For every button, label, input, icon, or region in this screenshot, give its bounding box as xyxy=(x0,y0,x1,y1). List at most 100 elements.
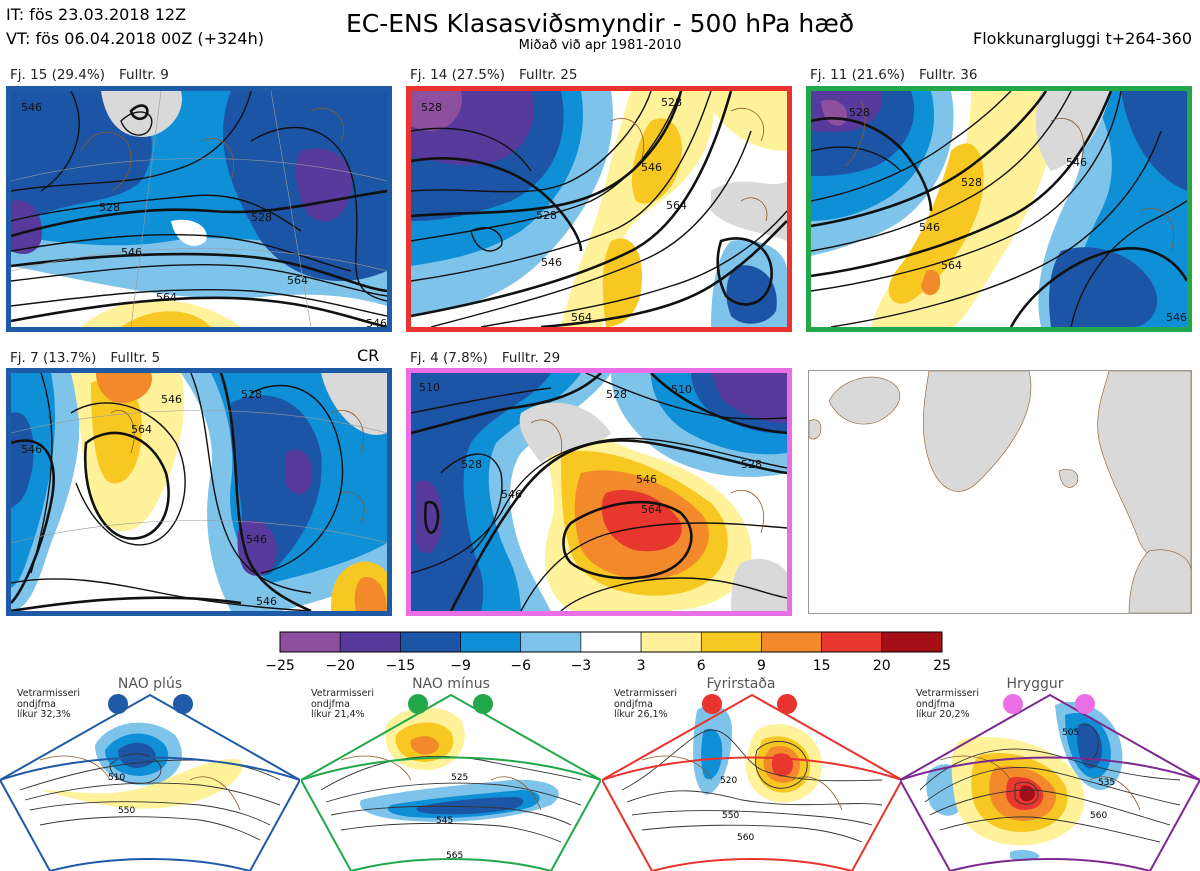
colorbar-tick: 6 xyxy=(697,658,706,674)
colorbar-bin xyxy=(821,631,883,653)
regime-title: Hryggur xyxy=(1006,676,1064,692)
regime-ridge: 505 535 560 xyxy=(900,693,1200,871)
contour-label: 546 xyxy=(246,533,267,546)
regime-note: Vetrarmisseri ondjfma líkur 20,2% xyxy=(916,688,979,720)
panel-label-3: Fj. 11 (21.6%) Fulltr. 36 xyxy=(810,67,978,83)
chart-subtitle: Miðað við apr 1981-2010 xyxy=(518,38,682,53)
contour-label: 546 xyxy=(636,473,657,486)
contour-label: 510 xyxy=(671,383,692,396)
panel-label-4: Fj. 7 (13.7%) Fulltr. 5 xyxy=(10,350,161,366)
contour-label: 528 xyxy=(241,388,262,401)
regime-nao-plus: 510 550 xyxy=(0,693,300,871)
colorbar-bin xyxy=(580,631,642,653)
regime-marker xyxy=(408,694,428,714)
contour-label: 546 xyxy=(366,317,387,327)
contour-label: 546 xyxy=(121,246,142,259)
colorbar-tick: 3 xyxy=(637,658,646,674)
classification-window: Flokkunargluggi t+264-360 xyxy=(973,29,1192,48)
regime-contour: 535 xyxy=(1098,778,1115,788)
contour-label: 528 xyxy=(606,388,627,401)
regime-contour: 560 xyxy=(737,833,754,843)
colorbar-tick: −20 xyxy=(325,658,355,674)
cluster-map-fj14: 528 528 546 528 546 564 564 xyxy=(406,86,792,332)
contour-label: 546 xyxy=(1166,311,1187,324)
regime-contour: 510 xyxy=(108,773,125,783)
contour-label: 510 xyxy=(419,381,440,394)
colorbar-tick: 15 xyxy=(813,658,831,674)
contour-label: 564 xyxy=(941,259,962,272)
panel-label-5: Fj. 4 (7.8%) Fulltr. 29 xyxy=(410,350,561,366)
contour-label: 546 xyxy=(541,256,562,269)
contour-label: 564 xyxy=(287,274,308,287)
initial-time: IT: fös 23.03.2018 12Z xyxy=(6,5,187,24)
contour-label: 528 xyxy=(849,106,870,119)
contour-label: 546 xyxy=(256,595,277,608)
regime-marker xyxy=(1075,694,1095,714)
cluster-map-fj15: 546 528 528 546 564 564 546 xyxy=(6,86,392,332)
contour-label: 528 xyxy=(661,96,682,109)
colorbar-bin xyxy=(700,631,762,653)
colorbar-bin xyxy=(640,631,702,653)
regime-contour: 565 xyxy=(446,851,463,861)
contour-label: 528 xyxy=(461,458,482,471)
colorbar-bin xyxy=(339,631,401,653)
contour-label: 564 xyxy=(641,503,662,516)
contour-label: 546 xyxy=(641,161,662,174)
colorbar: −25 −20 −15 −9 −6 −3 3 6 9 15 20 25 xyxy=(265,631,951,674)
regime-contour: 520 xyxy=(720,776,737,786)
regime-note: Vetrarmisseri ondjfma líkur 26,1% xyxy=(614,688,677,720)
regime-title: Fyrirstaða xyxy=(706,676,776,692)
regime-marker xyxy=(108,694,128,714)
contour-label: 564 xyxy=(131,423,152,436)
valid-time: VT: fös 06.04.2018 00Z (+324h) xyxy=(6,29,264,48)
colorbar-tick: 9 xyxy=(757,658,766,674)
regime-marker xyxy=(702,694,722,714)
regime-contour: 505 xyxy=(1062,728,1079,738)
colorbar-tick: 25 xyxy=(933,658,951,674)
cluster-map-fj4: 510 528 510 528 546 528 546 564 xyxy=(406,368,792,616)
contour-label: 528 xyxy=(536,209,557,222)
regime-contour: 550 xyxy=(118,806,135,816)
cluster-map-fj11: 528 528 546 546 564 546 xyxy=(806,86,1192,332)
colorbar-bin xyxy=(279,631,341,653)
regime-marker xyxy=(473,694,493,714)
colorbar-tick: −3 xyxy=(571,658,592,674)
colorbar-tick: 20 xyxy=(873,658,891,674)
colorbar-bin xyxy=(460,631,522,653)
colorbar-tick: −25 xyxy=(265,658,295,674)
chart-title: EC-ENS Klasasviðsmyndir - 500 hPa hæð xyxy=(345,9,855,38)
contour-label: 546 xyxy=(919,221,940,234)
regime-contour: 550 xyxy=(722,811,739,821)
regime-marker xyxy=(173,694,193,714)
regime-note: Vetrarmisseri ondjfma líkur 21,4% xyxy=(311,688,374,720)
contour-label: 546 xyxy=(161,393,182,406)
contour-label: 546 xyxy=(501,488,522,501)
colorbar-tick: −6 xyxy=(510,658,531,674)
cluster-map-fj7: 546 528 546 564 546 546 xyxy=(6,368,392,616)
regime-contour: 560 xyxy=(1090,811,1107,821)
contour-label: 528 xyxy=(99,201,120,214)
colorbar-bin xyxy=(520,631,582,653)
contour-label: 528 xyxy=(741,458,762,471)
contour-label: 564 xyxy=(156,291,177,304)
cr-label: CR xyxy=(357,346,380,365)
contour-label: 564 xyxy=(571,311,592,324)
colorbar-tick: −9 xyxy=(450,658,471,674)
empty-reference-map xyxy=(808,370,1192,614)
regime-note: Vetrarmisseri ondjfma líkur 32,3% xyxy=(17,688,80,720)
colorbar-bin xyxy=(761,631,822,653)
regime-marker xyxy=(777,694,797,714)
regime-contour: 525 xyxy=(451,773,468,783)
contour-label: 564 xyxy=(666,199,687,212)
contour-label: 528 xyxy=(421,101,442,114)
regime-contour: 545 xyxy=(436,816,453,826)
panel-label-1: Fj. 15 (29.4%) Fulltr. 9 xyxy=(10,67,169,83)
contour-label: 528 xyxy=(251,211,272,224)
contour-label: 546 xyxy=(21,101,42,114)
colorbar-bin xyxy=(881,631,943,653)
regime-title: NAO plús xyxy=(117,676,183,692)
regime-marker xyxy=(1003,694,1023,714)
colorbar-tick: −15 xyxy=(386,658,416,674)
contour-label: 528 xyxy=(961,176,982,189)
contour-label: 546 xyxy=(1066,156,1087,169)
